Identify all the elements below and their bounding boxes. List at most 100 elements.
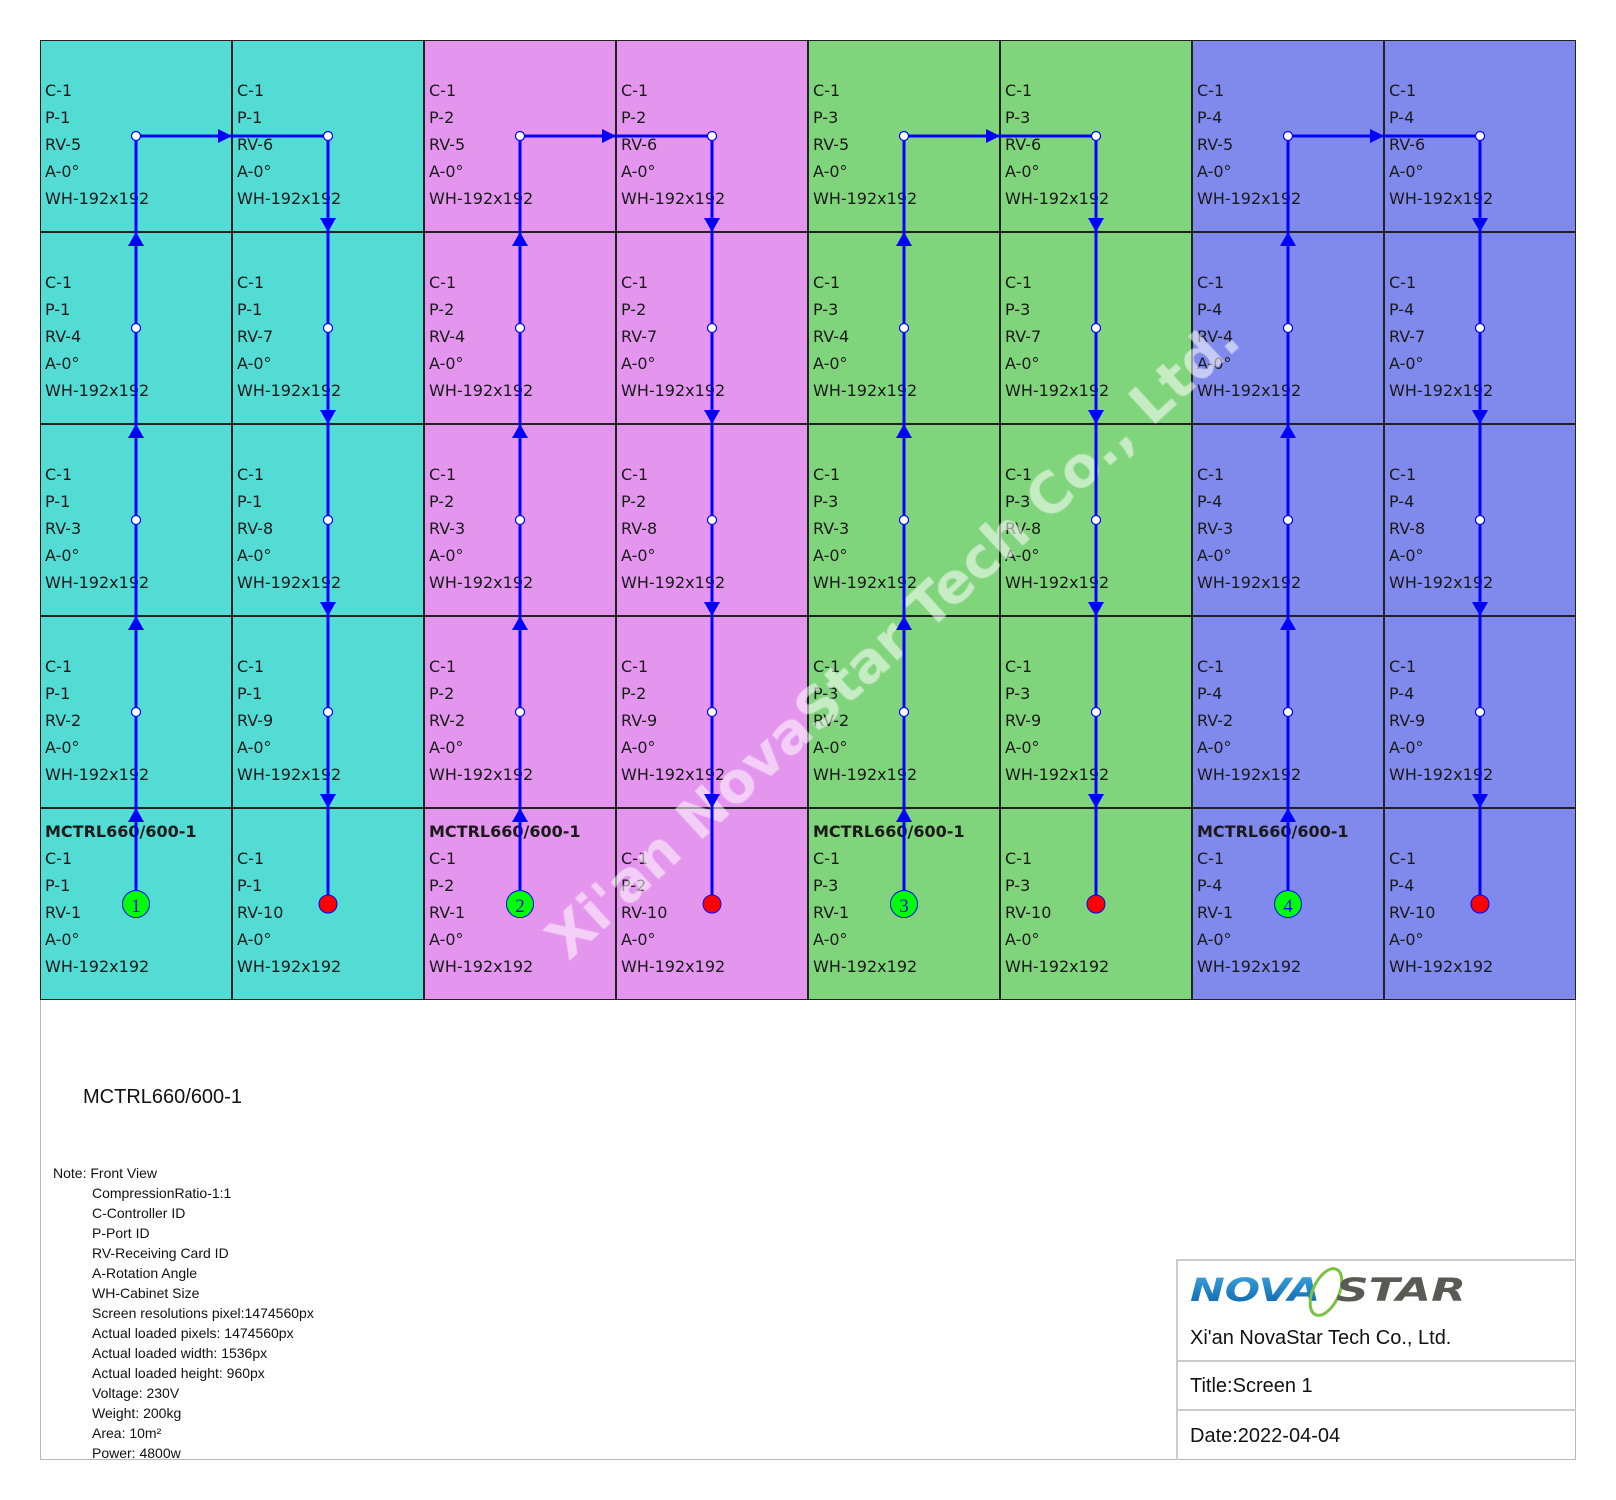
cell-label: C-1 <box>1197 657 1225 676</box>
cell-label: WH-192x192 <box>429 381 534 400</box>
cell-label: RV-4 <box>429 327 466 346</box>
cell-label: A-0° <box>237 738 272 757</box>
cell-label: A-0° <box>813 162 848 181</box>
cell-label: WH-192x192 <box>813 765 918 784</box>
cell-label: C-1 <box>237 81 265 100</box>
cell-label: RV-9 <box>237 711 274 730</box>
cell-label: C-1 <box>429 81 457 100</box>
cell-label: WH-192x192 <box>1197 957 1302 976</box>
cell-label: A-0° <box>429 930 464 949</box>
cell-label: A-0° <box>1005 162 1040 181</box>
cabinet-cell: C-1 P-3 RV-2 A-0° WH-192x192 <box>808 616 1000 808</box>
cell-label: A-0° <box>1197 162 1232 181</box>
cell-label: P-2 <box>621 300 647 319</box>
cell-label: WH-192x192 <box>1005 189 1110 208</box>
svg-text:NOVA: NOVA <box>1190 1271 1320 1309</box>
controller-model-label: MCTRL660/600-1 <box>45 822 197 841</box>
cell-label: A-0° <box>1197 546 1232 565</box>
cabinet-cell: C-1 P-2 RV-5 A-0° WH-192x192 <box>424 40 616 232</box>
cell-label: A-0° <box>813 546 848 565</box>
cabinet-cell: C-1 P-3 RV-3 A-0° WH-192x192 <box>808 424 1000 616</box>
cabinet-cell: C-1 P-2 RV-7 A-0° WH-192x192 <box>616 232 808 424</box>
cell-label: WH-192x192 <box>1197 381 1302 400</box>
cell-label: WH-192x192 <box>237 957 342 976</box>
cabinet-cell: C-1 P-3 RV-7 A-0° WH-192x192 <box>1000 232 1192 424</box>
cell-label: RV-8 <box>621 519 658 538</box>
cell-label: RV-8 <box>1005 519 1042 538</box>
cabinet-cell: C-1 P-1 RV-5 A-0° WH-192x192 <box>40 40 232 232</box>
cell-label: A-0° <box>429 546 464 565</box>
cell-label: RV-9 <box>1389 711 1426 730</box>
cell-label: P-1 <box>45 876 71 895</box>
cell-label: WH-192x192 <box>1005 765 1110 784</box>
cell-label: RV-6 <box>1005 135 1042 154</box>
cabinet-cell: MCTRL660/600-1 C-1 P-2 RV-1 A-0° WH-192x192 <box>424 808 616 1000</box>
cell-label: P-4 <box>1197 684 1223 703</box>
cell-label: P-2 <box>429 108 455 127</box>
cell-label: C-1 <box>1005 465 1033 484</box>
cell-label: WH-192x192 <box>621 189 726 208</box>
cell-label: P-3 <box>1005 492 1031 511</box>
cell-label: P-4 <box>1389 492 1415 511</box>
cell-label: RV-6 <box>1389 135 1426 154</box>
cabinet-cell: C-1 P-1 RV-8 A-0° WH-192x192 <box>232 424 424 616</box>
note-line: Power: 4800w <box>92 1445 181 1461</box>
cabinet-cell: C-1 P-2 RV-8 A-0° WH-192x192 <box>616 424 808 616</box>
cabinet-cell: MCTRL660/600-1 C-1 P-3 RV-1 A-0° WH-192x192 <box>808 808 1000 1000</box>
cell-label: A-0° <box>1389 930 1424 949</box>
cell-label: RV-10 <box>1389 903 1436 922</box>
cell-label: WH-192x192 <box>237 573 342 592</box>
note-line: Screen resolutions pixel:1474560px <box>92 1305 314 1321</box>
cell-label: P-4 <box>1389 876 1415 895</box>
cell-label: A-0° <box>1005 354 1040 373</box>
cell-label: P-3 <box>1005 108 1031 127</box>
cell-label: A-0° <box>1389 162 1424 181</box>
cell-label: P-1 <box>45 300 71 319</box>
cell-label: WH-192x192 <box>237 189 342 208</box>
cell-label: RV-8 <box>237 519 274 538</box>
cell-label: A-0° <box>45 354 80 373</box>
notes-header: Note: Front View <box>53 1165 158 1181</box>
cell-label: A-0° <box>237 162 272 181</box>
cell-label: C-1 <box>429 465 457 484</box>
cell-label: C-1 <box>1389 465 1417 484</box>
note-line: C-Controller ID <box>92 1205 186 1221</box>
cell-label: WH-192x192 <box>813 189 918 208</box>
cabinet-cell: C-1 P-2 RV-10 A-0° WH-192x192 <box>616 808 808 1000</box>
controller-model-label: MCTRL660/600-1 <box>429 822 581 841</box>
cabinet-cell: C-1 P-3 RV-5 A-0° WH-192x192 <box>808 40 1000 232</box>
cell-label: RV-7 <box>1005 327 1042 346</box>
cabinet-cell: C-1 P-1 RV-7 A-0° WH-192x192 <box>232 232 424 424</box>
cabinet-cell: C-1 P-1 RV-10 A-0° WH-192x192 <box>232 808 424 1000</box>
cell-label: C-1 <box>1197 273 1225 292</box>
cell-label: C-1 <box>45 465 73 484</box>
cell-label: A-0° <box>621 546 656 565</box>
cell-label: WH-192x192 <box>1197 189 1302 208</box>
cell-label: A-0° <box>237 546 272 565</box>
cell-label: WH-192x192 <box>621 957 726 976</box>
cell-label: RV-5 <box>429 135 466 154</box>
note-line: Actual loaded width: 1536px <box>92 1345 268 1361</box>
cell-label: P-4 <box>1197 300 1223 319</box>
cell-label: A-0° <box>813 930 848 949</box>
cell-label: WH-192x192 <box>45 957 150 976</box>
cell-label: RV-2 <box>1197 711 1234 730</box>
cell-label: A-0° <box>1389 546 1424 565</box>
cabinet-cell: C-1 P-4 RV-7 A-0° WH-192x192 <box>1384 232 1576 424</box>
cell-label: A-0° <box>429 162 464 181</box>
cell-label: A-0° <box>1005 738 1040 757</box>
cell-label: RV-4 <box>45 327 82 346</box>
cell-label: A-0° <box>1197 738 1232 757</box>
cabinet-cell: C-1 P-3 RV-10 A-0° WH-192x192 <box>1000 808 1192 1000</box>
cell-label: C-1 <box>429 273 457 292</box>
cell-label: P-2 <box>429 492 455 511</box>
note-line: Weight: 200kg <box>92 1405 182 1421</box>
notes-block: Note: Front View CompressionRatio-1:1 C-C… <box>53 1163 314 1463</box>
cell-label: P-3 <box>813 108 839 127</box>
cell-label: WH-192x192 <box>1197 573 1302 592</box>
cabinet-cell: C-1 P-4 RV-4 A-0° WH-192x192 <box>1192 232 1384 424</box>
cell-label: A-0° <box>45 546 80 565</box>
cabinet-cell: C-1 P-1 RV-6 A-0° WH-192x192 <box>232 40 424 232</box>
cell-label: P-1 <box>45 108 71 127</box>
cell-label: P-4 <box>1389 300 1415 319</box>
